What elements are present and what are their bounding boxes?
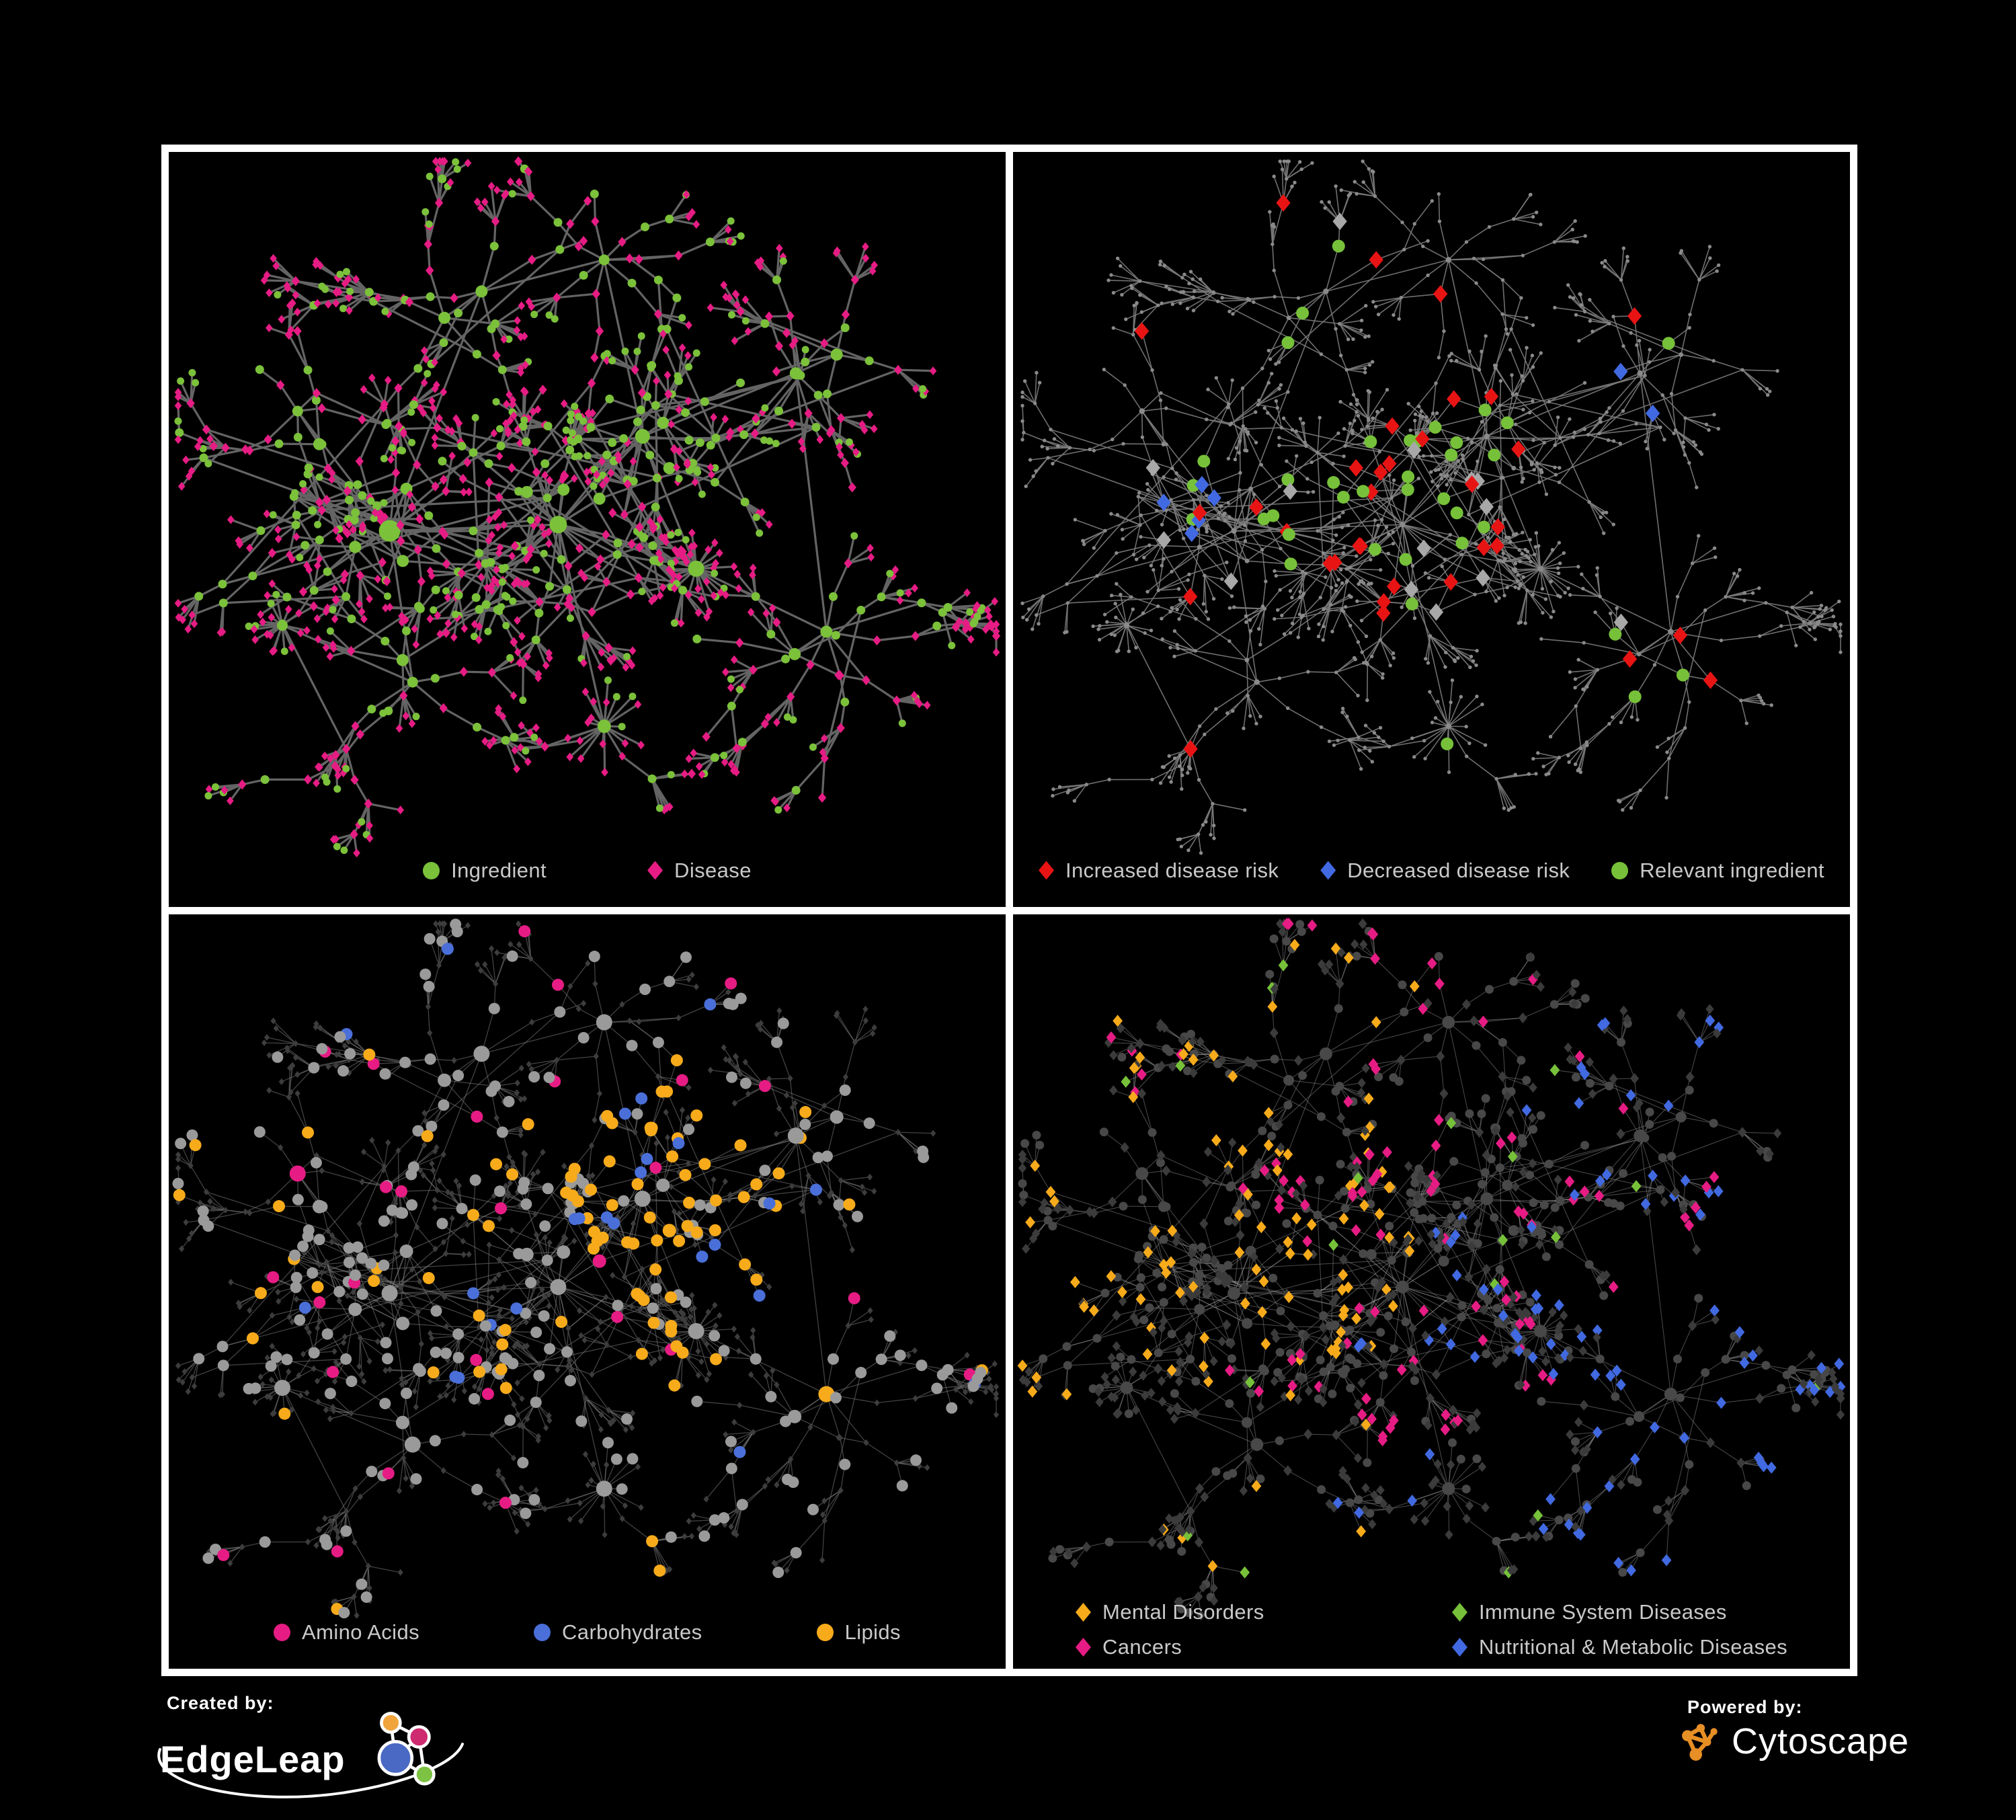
legend-item-relevant-ingredient: Relevant ingredient	[1611, 859, 1824, 883]
ingredient-circle-icon	[423, 861, 440, 879]
legend-item-decreased-risk: Decreased disease risk	[1320, 859, 1570, 883]
cytoscape-logo-text: Cytoscape	[1732, 1721, 1910, 1762]
powered-by-label: Powered by:	[1687, 1697, 1803, 1717]
legend-label: Relevant ingredient	[1640, 858, 1824, 882]
legend-disease-categories: Mental Disorders Immune System Diseases …	[1013, 1600, 1850, 1659]
legend-item-mental-disorders: Mental Disorders	[1075, 1600, 1371, 1624]
ingredient-disease-network-graph	[174, 156, 1001, 858]
legend-label: Immune System Diseases	[1478, 1600, 1727, 1624]
edgeleap-logo-swoosh	[157, 1743, 464, 1798]
legend-label: Mental Disorders	[1102, 1600, 1264, 1624]
carbohydrates-circle-icon	[534, 1624, 551, 1641]
legend-item-nutritional-metabolic-diseases: Nutritional & Metabolic Diseases	[1451, 1635, 1788, 1659]
legend-label: Nutritional & Metabolic Diseases	[1478, 1635, 1788, 1659]
macronutrient-network-graph	[172, 918, 1000, 1619]
decreased-risk-diamond-icon	[1320, 861, 1336, 880]
nutritional-metabolic-diseases-diamond-icon	[1451, 1638, 1467, 1657]
powered-by-block: Powered by: Cytoscape	[1681, 1697, 1990, 1805]
disease-category-network-graph	[1017, 917, 1846, 1620]
legend-label: Ingredient	[451, 858, 547, 882]
legend-item-increased-risk: Increased disease risk	[1039, 859, 1279, 883]
legend-macronutrients: Amino Acids Carbohydrates Lipids	[169, 1620, 1006, 1645]
disease-diamond-icon	[647, 861, 663, 880]
created-by-block: Created by: EdgeLeap	[157, 1693, 590, 1817]
cytoscape-brand-row: Cytoscape	[1681, 1720, 1990, 1762]
legend-label: Disease	[674, 858, 752, 882]
edgeleap-logo-text: EdgeLeap	[160, 1738, 346, 1780]
legend-label: Cancers	[1102, 1635, 1182, 1659]
legend-ingredient-disease: Ingredient Disease	[169, 859, 1006, 883]
disease-risk-network-graph	[1020, 159, 1843, 855]
panel-macronutrients: Amino Acids Carbohydrates Lipids	[169, 914, 1006, 1669]
legend-item-immune-system-diseases: Immune System Diseases	[1451, 1600, 1787, 1624]
immune-system-diseases-diamond-icon	[1451, 1603, 1467, 1622]
mental-disorders-diamond-icon	[1075, 1603, 1091, 1622]
legend-item-carbohydrates: Carbohydrates	[534, 1620, 702, 1645]
panel-ingredient-disease: Ingredient Disease	[169, 152, 1006, 907]
relevant-ingredient-circle-icon	[1611, 861, 1629, 879]
legend-item-disease: Disease	[647, 859, 752, 883]
edgeleap-brand-row: EdgeLeap	[160, 1712, 590, 1803]
panel-disease-risk: Increased disease risk Decreased disease…	[1013, 152, 1850, 907]
amino-acids-circle-icon	[274, 1624, 291, 1641]
created-by-label: Created by:	[167, 1693, 274, 1713]
edgeleap-logo-network-icon	[377, 1712, 436, 1786]
legend-label: Amino Acids	[302, 1620, 420, 1644]
increased-risk-diamond-icon	[1039, 861, 1055, 880]
cancers-diamond-icon	[1075, 1638, 1091, 1657]
legend-label: Lipids	[844, 1620, 901, 1644]
panel-disease-categories: Mental Disorders Immune System Diseases …	[1013, 914, 1850, 1669]
lipids-circle-icon	[816, 1624, 834, 1641]
four-panel-grid: Ingredient Disease Increased disease ris…	[161, 145, 1857, 1676]
legend-label: Carbohydrates	[562, 1620, 702, 1644]
legend-item-lipids: Lipids	[816, 1620, 901, 1645]
legend-item-ingredient: Ingredient	[423, 859, 547, 883]
cytoscape-logo-network-icon	[1682, 1724, 1718, 1761]
legend-label: Decreased disease risk	[1347, 858, 1570, 882]
legend-disease-risk: Increased disease risk Decreased disease…	[1013, 859, 1850, 883]
legend-label: Increased disease risk	[1065, 858, 1279, 882]
legend-item-cancers: Cancers	[1075, 1635, 1371, 1659]
legend-item-amino-acids: Amino Acids	[274, 1620, 419, 1645]
